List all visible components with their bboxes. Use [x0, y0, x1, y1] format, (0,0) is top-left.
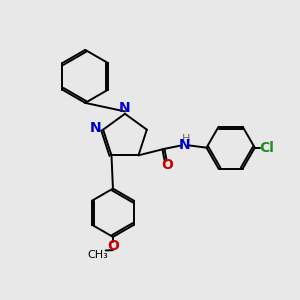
Text: Cl: Cl	[259, 141, 274, 155]
Text: N: N	[90, 121, 102, 135]
Text: N: N	[179, 138, 191, 152]
Text: O: O	[161, 158, 173, 172]
Text: CH₃: CH₃	[87, 250, 108, 260]
Text: H: H	[182, 134, 190, 144]
Text: N: N	[119, 101, 131, 115]
Text: O: O	[107, 239, 119, 253]
